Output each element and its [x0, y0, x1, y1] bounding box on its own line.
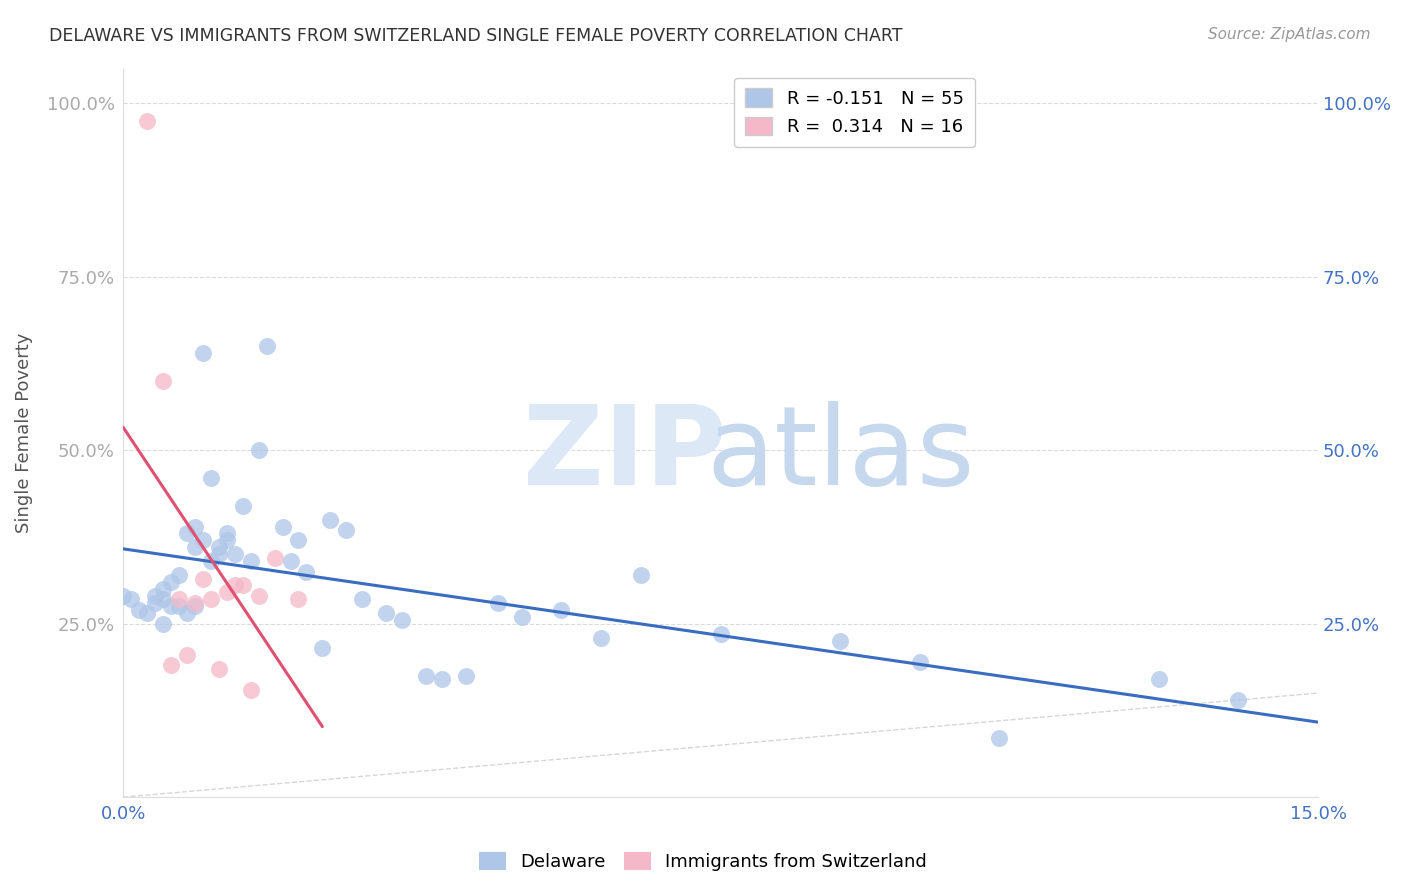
Point: [200, 592, 222, 607]
Point: [232, 499, 254, 513]
Point: [311, 640, 333, 655]
Point: [128, 603, 150, 617]
Point: [176, 526, 198, 541]
Point: [160, 599, 183, 614]
Point: [184, 596, 207, 610]
Point: [200, 554, 222, 568]
Point: [112, 589, 135, 603]
Point: [143, 596, 166, 610]
Point: [486, 596, 509, 610]
Point: [510, 609, 533, 624]
Point: [830, 634, 852, 648]
Point: [630, 568, 652, 582]
Point: [208, 541, 231, 555]
Point: [256, 339, 278, 353]
Point: [143, 589, 166, 603]
Point: [152, 616, 174, 631]
Legend: R = -0.151   N = 55, R =  0.314   N = 16: R = -0.151 N = 55, R = 0.314 N = 16: [734, 78, 974, 147]
Point: [184, 519, 207, 533]
Text: atlas: atlas: [706, 401, 974, 508]
Point: [391, 613, 413, 627]
Point: [287, 592, 309, 607]
Point: [454, 669, 477, 683]
Point: [152, 592, 174, 607]
Point: [710, 627, 733, 641]
Point: [263, 550, 285, 565]
Point: [191, 346, 214, 360]
Y-axis label: Single Female Poverty: Single Female Poverty: [15, 333, 32, 533]
Point: [295, 565, 318, 579]
Point: [591, 631, 613, 645]
Point: [287, 533, 309, 548]
Point: [152, 374, 174, 388]
Point: [908, 655, 931, 669]
Point: [120, 592, 142, 607]
Point: [167, 592, 190, 607]
Point: [215, 585, 238, 599]
Point: [160, 658, 183, 673]
Point: [247, 443, 270, 458]
Point: [375, 607, 398, 621]
Point: [239, 554, 262, 568]
Point: [167, 599, 190, 614]
Point: [200, 471, 222, 485]
Point: [550, 603, 572, 617]
Text: ZIP: ZIP: [523, 401, 727, 508]
Point: [160, 574, 183, 589]
Point: [224, 578, 246, 592]
Text: Source: ZipAtlas.com: Source: ZipAtlas.com: [1208, 27, 1371, 42]
Point: [136, 113, 159, 128]
Point: [184, 599, 207, 614]
Point: [247, 589, 270, 603]
Point: [191, 533, 214, 548]
Point: [215, 533, 238, 548]
Point: [988, 731, 1011, 746]
Point: [1227, 693, 1250, 707]
Point: [215, 526, 238, 541]
Point: [319, 512, 342, 526]
Point: [335, 523, 357, 537]
Point: [167, 568, 190, 582]
Point: [208, 547, 231, 561]
Point: [430, 672, 453, 686]
Point: [176, 607, 198, 621]
Point: [352, 592, 374, 607]
Point: [415, 669, 437, 683]
Point: [232, 578, 254, 592]
Point: [280, 554, 302, 568]
Point: [271, 519, 294, 533]
Point: [152, 582, 174, 596]
Legend: Delaware, Immigrants from Switzerland: Delaware, Immigrants from Switzerland: [471, 845, 935, 879]
Point: [1147, 672, 1170, 686]
Text: DELAWARE VS IMMIGRANTS FROM SWITZERLAND SINGLE FEMALE POVERTY CORRELATION CHART: DELAWARE VS IMMIGRANTS FROM SWITZERLAND …: [49, 27, 903, 45]
Point: [224, 547, 246, 561]
Point: [208, 662, 231, 676]
Point: [191, 572, 214, 586]
Point: [176, 648, 198, 662]
Point: [239, 682, 262, 697]
Point: [136, 607, 159, 621]
Point: [184, 541, 207, 555]
